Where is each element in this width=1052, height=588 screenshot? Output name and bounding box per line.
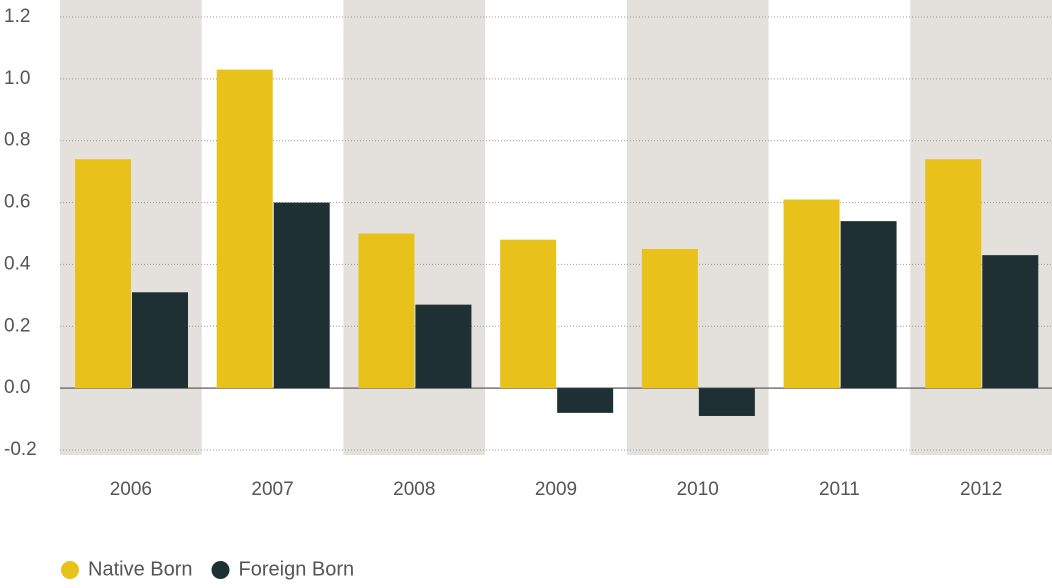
bar xyxy=(557,388,614,413)
y-tick-label: 0.6 xyxy=(4,192,30,213)
bar xyxy=(982,255,1039,389)
bar xyxy=(132,292,188,389)
legend-label: Foreign Born xyxy=(239,558,355,580)
legend-swatch xyxy=(61,561,79,579)
bar xyxy=(415,304,472,389)
bar xyxy=(358,233,415,389)
y-tick-label: 1.0 xyxy=(4,68,30,89)
y-tick-label: 1.2 xyxy=(4,6,30,27)
x-tick-label: 2007 xyxy=(251,479,293,500)
x-tick-label: 2012 xyxy=(960,479,1002,500)
bar xyxy=(75,159,131,389)
bar xyxy=(641,248,698,389)
legend-swatch xyxy=(211,561,230,579)
x-tick-label: 2011 xyxy=(819,479,860,500)
bar xyxy=(500,239,557,389)
y-tick-label: -0.2 xyxy=(4,439,37,460)
x-tick-label: 2009 xyxy=(535,479,577,500)
bar xyxy=(216,69,273,389)
bar xyxy=(840,221,897,389)
y-tick-label: 0.2 xyxy=(4,315,30,336)
x-tick-label: 2008 xyxy=(393,479,435,500)
x-tick-label: 2006 xyxy=(110,479,152,500)
legend-label: Native Born xyxy=(88,558,193,580)
bar xyxy=(698,388,755,416)
bar xyxy=(783,199,840,389)
y-tick-label: 0.8 xyxy=(4,130,30,151)
y-tick-label: 0.4 xyxy=(4,253,31,274)
bar xyxy=(273,202,330,389)
bar xyxy=(925,159,982,389)
x-tick-label: 2010 xyxy=(677,479,719,500)
y-tick-label: 0.0 xyxy=(4,377,30,398)
